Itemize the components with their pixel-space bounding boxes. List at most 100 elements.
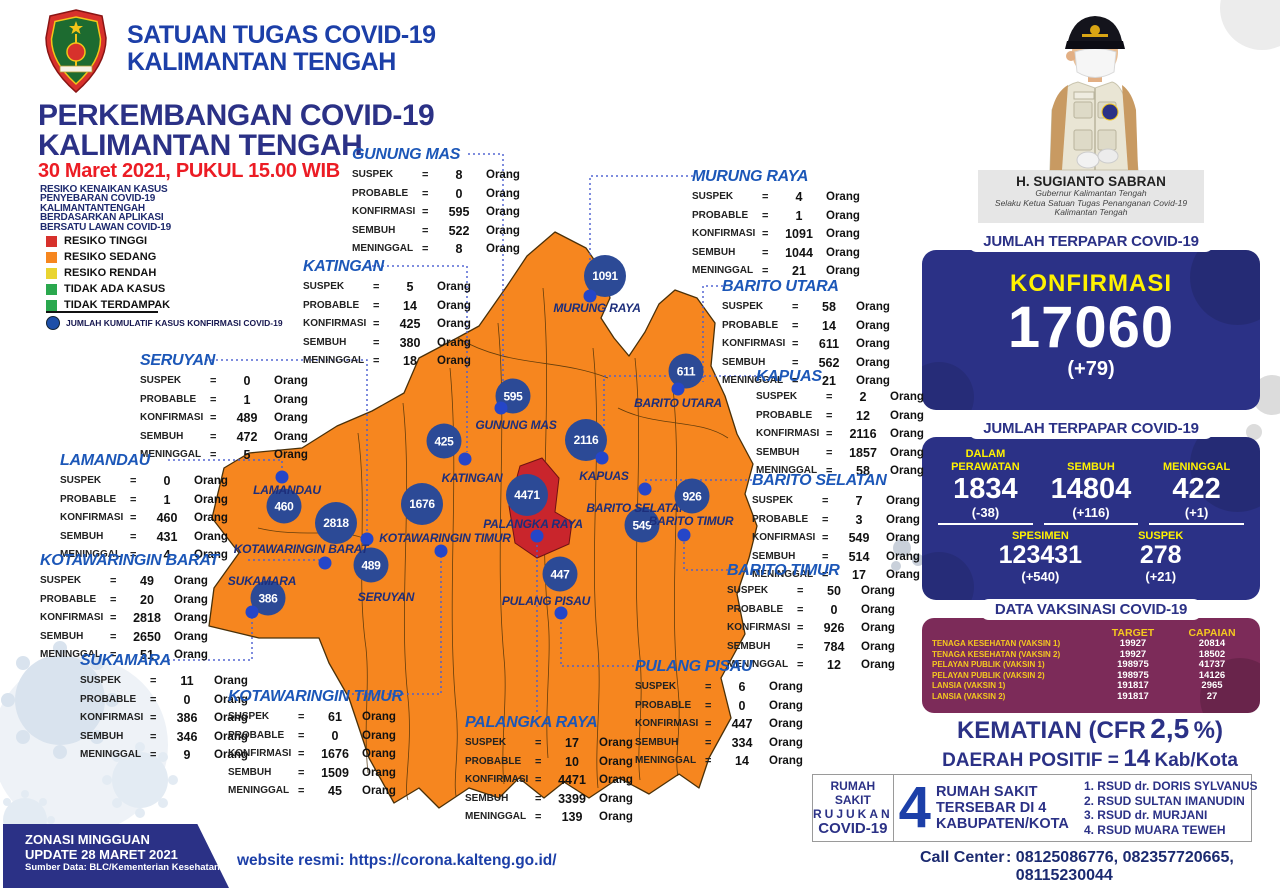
detail-stat-value: 422 bbox=[1172, 473, 1221, 505]
region-stat-value: 1509 bbox=[321, 765, 349, 780]
map-region-label: KAPUAS bbox=[579, 469, 629, 483]
region-stat-row: PROBABLE = 1 Orang bbox=[60, 491, 238, 510]
region-stat-label: SUSPEK bbox=[692, 191, 734, 202]
region-stat-row: MENINGGAL = 8 Orang bbox=[352, 240, 530, 259]
region-name: SUKAMARA bbox=[80, 652, 171, 669]
equals-sign: = bbox=[422, 187, 429, 200]
equals-sign: = bbox=[705, 736, 712, 749]
legend-desc-line: KALIMANTANTENGAH bbox=[40, 202, 145, 214]
region-stat-row: PROBABLE = 0 Orang bbox=[228, 727, 406, 746]
map-region-label: BARITO UTARA bbox=[634, 396, 722, 410]
region-name: KATINGAN bbox=[303, 258, 384, 275]
map-location-dot bbox=[275, 470, 289, 484]
region-stat-unit: Orang bbox=[826, 228, 860, 240]
equals-sign: = bbox=[130, 493, 137, 506]
region-stat-rows: SUSPEK = 50 Orang PROBABLE = 0 Orang KONFIRMASI =… bbox=[727, 582, 905, 675]
map-region-label: SUKAMARA bbox=[227, 574, 297, 588]
region-stat-label: SEMBUH bbox=[752, 550, 796, 562]
region-stat-label: MENINGGAL bbox=[140, 449, 202, 460]
equals-sign: = bbox=[822, 495, 829, 507]
region-stat-value: 472 bbox=[236, 429, 258, 444]
org-title-line2: KALIMANTAN TENGAH bbox=[127, 48, 396, 76]
region-stat-unit: Orang bbox=[861, 603, 895, 616]
region-stat-label: KONFIRMASI bbox=[722, 338, 786, 349]
hospital-list-item: 2. RSUD SULTAN IMANUDIN bbox=[1083, 793, 1245, 808]
region-stat-row: SUSPEK = 4 Orang bbox=[692, 188, 870, 207]
equals-sign: = bbox=[210, 430, 217, 443]
page-title-line1: PERKEMBANGAN COVID-19 bbox=[38, 99, 435, 132]
region-stat-label: SUSPEK bbox=[80, 675, 122, 686]
region-stat-unit: Orang bbox=[599, 811, 633, 823]
region-stat-value: 0 bbox=[183, 692, 191, 707]
region-stat-label: MENINGGAL bbox=[60, 549, 122, 560]
vaccination-table-header-row: TARGET CAPAIAN bbox=[922, 627, 1260, 639]
equals-sign: = bbox=[373, 355, 380, 367]
region-stat-row: MENINGGAL = 58 Orang bbox=[756, 462, 934, 481]
region-stat-value: 386 bbox=[176, 711, 198, 725]
region-stat-row: PROBABLE = 0 Orang bbox=[352, 185, 530, 204]
region-stat-row: KONFIRMASI = 549 Orang bbox=[752, 529, 930, 548]
region-stat-row: KONFIRMASI = 611 Orang bbox=[722, 335, 900, 354]
vaccination-capaian-value: 20814 bbox=[1198, 638, 1226, 649]
region-stat-unit: Orang bbox=[174, 612, 208, 624]
region-name: BARITO UTARA bbox=[722, 278, 839, 295]
vaccination-col-target: TARGET bbox=[1111, 627, 1155, 639]
official-website-link[interactable]: website resmi: https://corona.kalteng.go… bbox=[237, 852, 557, 869]
equals-sign: = bbox=[130, 512, 137, 524]
region-stat-row: PROBABLE = 10 Orang bbox=[465, 753, 643, 772]
region-stat-label: MENINGGAL bbox=[40, 649, 102, 660]
equals-sign: = bbox=[373, 336, 380, 349]
region-stat-label: PROBABLE bbox=[80, 693, 137, 705]
equals-sign: = bbox=[130, 549, 137, 561]
region-stat-unit: Orang bbox=[486, 187, 520, 200]
org-title-line1: SATUAN TUGAS COVID-19 bbox=[127, 21, 436, 49]
region-stat-label: PROBABLE bbox=[228, 729, 285, 741]
equals-sign: = bbox=[762, 228, 769, 240]
region-stat-label: SUSPEK bbox=[465, 737, 507, 748]
equals-sign: = bbox=[110, 575, 117, 587]
referral-hospitals-detail: 4 RUMAH SAKIT TERSEBAR DI 4 KABUPATEN/KO… bbox=[894, 775, 1258, 841]
hospital-desc-line3: KABUPATEN/KOTA bbox=[935, 816, 1069, 832]
region-stat-value: 1 bbox=[163, 492, 171, 507]
governor-photo bbox=[1049, 16, 1139, 171]
region-stat-label: KONFIRMASI bbox=[692, 228, 756, 239]
konfirmasi-total-value: 17060 bbox=[1007, 295, 1175, 360]
region-stat-row: SUSPEK = 49 Orang bbox=[40, 572, 218, 591]
region-stats-block: GUNUNG MAS SUSPEK = 8 Orang PROBABLE = 0 Orang K… bbox=[352, 146, 530, 259]
equals-sign: = bbox=[705, 681, 712, 693]
region-stats-block: KAPUAS SUSPEK = 2 Orang PROBABLE = 12 Orang KONF… bbox=[756, 368, 934, 481]
region-stat-value: 0 bbox=[331, 728, 339, 743]
hospital-list-item: 1. RSUD dr. DORIS SYLVANUS bbox=[1083, 779, 1258, 793]
region-stat-label: MENINGGAL bbox=[752, 569, 814, 580]
region-stat-row: KONFIRMASI = 460 Orang bbox=[60, 509, 238, 528]
equals-sign: = bbox=[535, 737, 542, 749]
region-stat-row: SEMBUH = 1509 Orang bbox=[228, 764, 406, 783]
equals-sign: = bbox=[822, 532, 829, 544]
equals-sign: = bbox=[826, 428, 833, 440]
equals-sign: = bbox=[762, 209, 769, 222]
detail-stat-delta: (+540) bbox=[1021, 569, 1060, 584]
vaccination-row: TENAGA KESEHATAN (VAKSIN 1) 19927 20814 bbox=[922, 638, 1260, 650]
equals-sign: = bbox=[705, 755, 712, 767]
call-center-label: Call Center bbox=[920, 849, 1005, 866]
region-stat-unit: Orang bbox=[362, 766, 396, 779]
detail-stat-column: SEMBUH 14804 (+116) bbox=[1043, 447, 1139, 525]
detail-stat-delta: (+21) bbox=[1145, 569, 1177, 584]
region-stat-unit: Orang bbox=[599, 737, 633, 749]
vaccination-row-label: PELAYAN PUBLIK (VAKSIN 1) bbox=[932, 660, 1045, 670]
region-stat-label: SUSPEK bbox=[352, 169, 394, 180]
region-stat-value: 2 bbox=[859, 390, 867, 404]
region-stat-unit: Orang bbox=[826, 265, 860, 277]
region-stat-row: KONFIRMASI = 2818 Orang bbox=[40, 609, 218, 628]
equals-sign: = bbox=[422, 206, 429, 218]
region-stat-value: 11 bbox=[180, 674, 194, 688]
vaccination-row-label: PELAYAN PUBLIK (VAKSIN 2) bbox=[932, 670, 1045, 680]
region-stat-value: 489 bbox=[236, 411, 258, 425]
region-stat-value: 8 bbox=[455, 242, 463, 256]
equals-sign: = bbox=[150, 712, 157, 724]
region-stat-row: SEMBUH = 380 Orang bbox=[303, 334, 481, 353]
vaccination-target-value: 19927 bbox=[1119, 648, 1147, 660]
region-stat-value: 4 bbox=[795, 190, 803, 204]
region-stat-label: KONFIRMASI bbox=[60, 512, 124, 523]
hospital-list-item: 3. RSUD dr. MURJANI bbox=[1083, 808, 1208, 822]
